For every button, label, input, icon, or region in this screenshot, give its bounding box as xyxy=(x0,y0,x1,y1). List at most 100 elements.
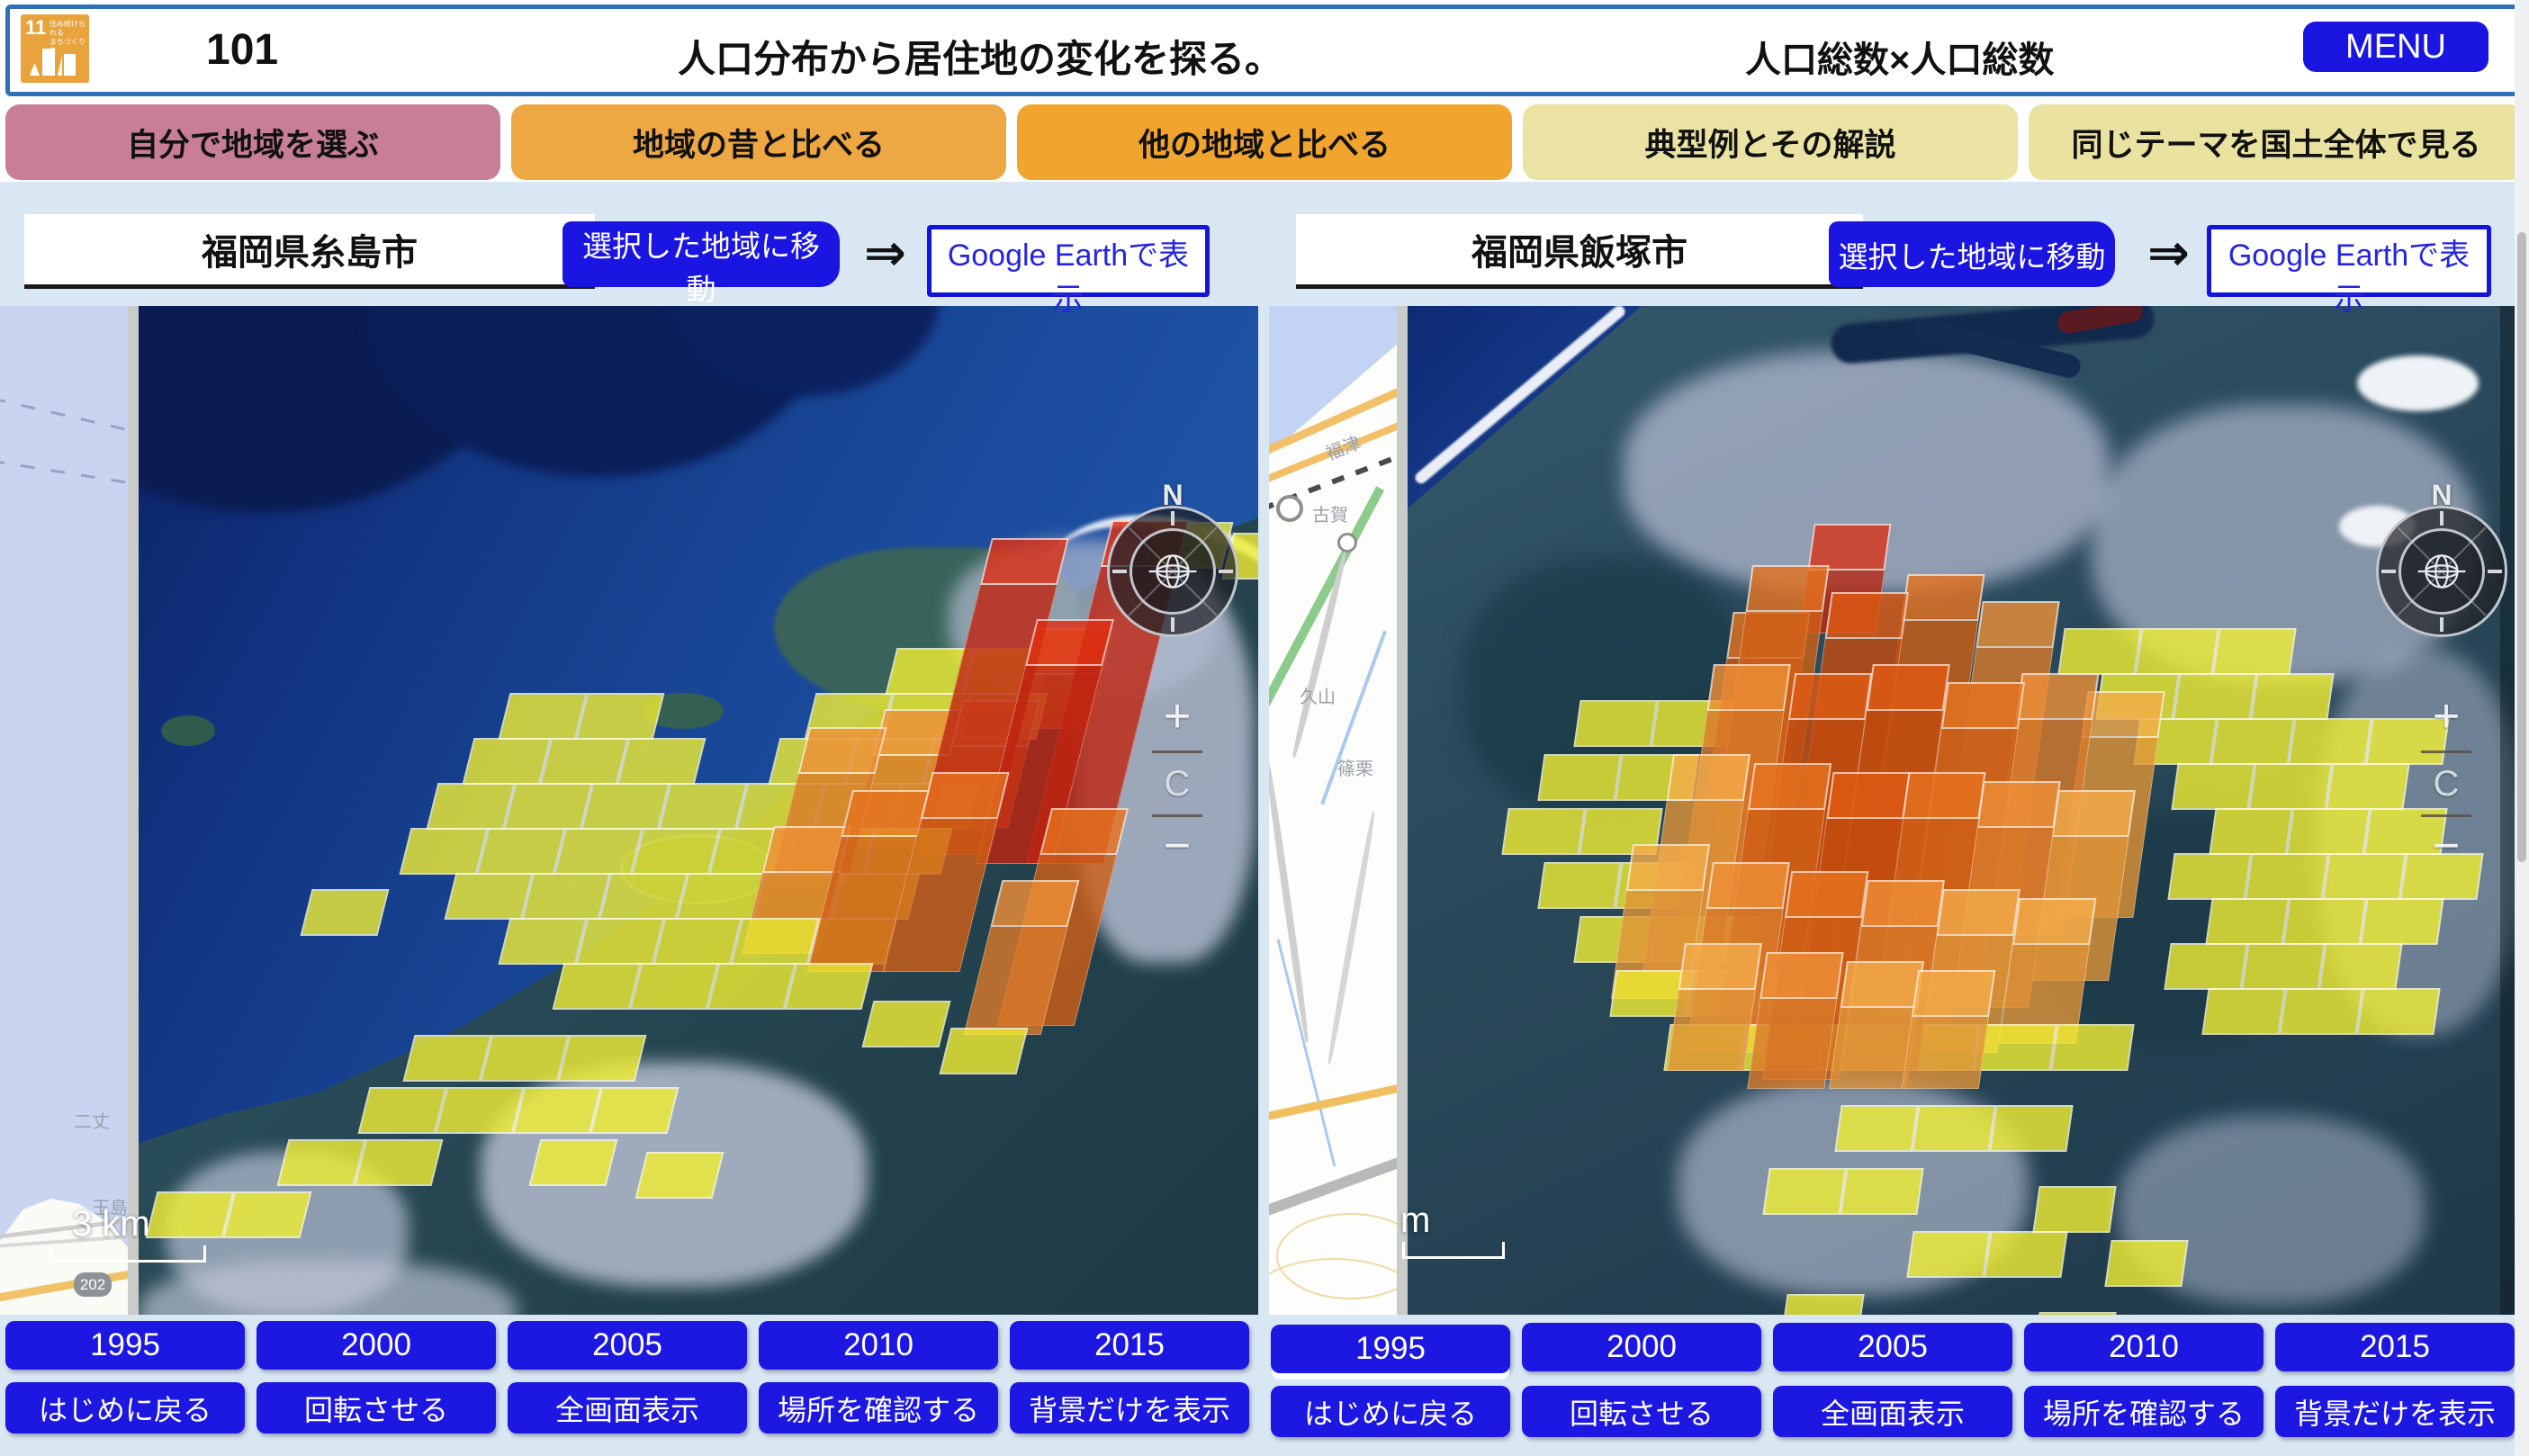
menu-button[interactable]: MENU xyxy=(2303,22,2488,72)
move-to-region-button-left[interactable]: 選択した地域に移動 xyxy=(562,221,840,306)
population-column xyxy=(557,1035,647,1082)
rotate-button-left[interactable]: 回転させる xyxy=(256,1382,496,1434)
year-button-2010-right[interactable]: 2010 xyxy=(2024,1323,2264,1371)
google-earth-button-left[interactable]: Google Earthで表示 xyxy=(927,225,1210,317)
check-location-button-right[interactable]: 場所を確認する xyxy=(2024,1386,2264,1437)
sdg11-number: 11 xyxy=(25,16,47,39)
tab-compare-past[interactable]: 地域の昔と比べる xyxy=(511,104,1006,180)
arrow-right-icon: ⇒ xyxy=(864,224,906,281)
basemap-label: 篠栗 xyxy=(1337,759,1373,779)
rotate-button-right[interactable]: 回転させる xyxy=(1522,1386,1761,1437)
check-location-button-left[interactable]: 場所を確認する xyxy=(759,1382,998,1434)
map-3d-view-right[interactable]: N + xyxy=(1408,306,2515,1315)
page-scrollbar[interactable] xyxy=(2515,0,2529,1456)
zoom-in-button[interactable]: + xyxy=(1163,690,1192,742)
map-panel-left: 二丈 玉島 202 N xyxy=(0,306,1258,1315)
population-column xyxy=(1573,700,1658,747)
basemap-strip-left[interactable]: 二丈 玉島 202 xyxy=(0,306,128,1315)
tab-typical-examples[interactable]: 典型例とその解説 xyxy=(1523,104,2018,180)
tab-compare-other-region[interactable]: 他の地域と比べる xyxy=(1017,104,1512,180)
ferry-route-line xyxy=(0,459,128,489)
scale-bar-label: m xyxy=(1400,1200,1431,1240)
tab-nationwide-view[interactable]: 同じテーマを国土全体で見る xyxy=(2029,104,2524,180)
population-column xyxy=(784,963,874,1010)
zoom-out-button[interactable]: − xyxy=(1163,820,1192,872)
scale-bar-label: 3 km xyxy=(72,1204,150,1244)
year-button-1995-left[interactable]: 1995 xyxy=(5,1321,245,1370)
fullscreen-button-left[interactable]: 全画面表示 xyxy=(508,1382,747,1434)
population-column xyxy=(539,738,629,785)
population-column xyxy=(357,1087,447,1134)
population-column xyxy=(2322,853,2407,900)
fullscreen-button-right[interactable]: 全画面表示 xyxy=(1773,1386,2012,1437)
population-column xyxy=(1762,1168,1847,1215)
basemap-label: 玉島 xyxy=(92,1199,128,1218)
zoom-out-button[interactable]: − xyxy=(2432,820,2461,872)
population-column xyxy=(2212,628,2297,675)
population-column xyxy=(861,1001,951,1047)
compass-ring[interactable] xyxy=(1107,506,1238,637)
population-column xyxy=(476,828,566,875)
basemap-strip-right[interactable]: 福津 古賀 久山 篠栗 xyxy=(1269,306,1397,1315)
zoom-reset-button[interactable]: C xyxy=(2433,764,2460,804)
population-column xyxy=(629,963,719,1010)
population-column xyxy=(2164,943,2248,990)
region-input-left[interactable]: 福岡県糸島市 xyxy=(24,214,595,289)
compass-control[interactable]: N xyxy=(2374,479,2509,641)
population-column xyxy=(2326,763,2410,810)
region-input-right[interactable]: 福岡県飯塚市 xyxy=(1296,214,1863,289)
population-column xyxy=(2248,763,2333,810)
population-column xyxy=(1901,970,1996,1089)
population-column xyxy=(2288,718,2372,765)
reset-view-button-right[interactable]: はじめに戻る xyxy=(1271,1386,1510,1437)
population-column xyxy=(222,1191,312,1238)
population-column xyxy=(552,963,642,1010)
population-column xyxy=(616,738,706,785)
background-only-button-right[interactable]: 背景だけを表示 xyxy=(2275,1386,2515,1437)
population-column xyxy=(354,1139,444,1186)
population-column xyxy=(1984,1231,2068,1278)
year-button-2010-left[interactable]: 2010 xyxy=(759,1321,998,1370)
background-only-button-left[interactable]: 背景だけを表示 xyxy=(1010,1382,1249,1434)
move-to-region-button-right[interactable]: 選択した地域に移動 xyxy=(1829,221,2115,287)
scale-bar xyxy=(1402,1242,1505,1259)
theme-label: 人口総数×人口総数 xyxy=(1745,40,2055,80)
population-column xyxy=(730,918,820,965)
year-button-2000-left[interactable]: 2000 xyxy=(256,1321,496,1370)
population-column xyxy=(1989,1105,2074,1152)
reset-view-button-left[interactable]: はじめに戻る xyxy=(5,1382,245,1434)
compass-ring[interactable] xyxy=(2376,506,2507,637)
population-column xyxy=(631,828,721,875)
compass-control[interactable]: N xyxy=(1105,479,1240,641)
population-column xyxy=(580,783,670,830)
population-column xyxy=(444,873,534,920)
year-button-2000-right[interactable]: 2000 xyxy=(1522,1323,1761,1371)
population-column xyxy=(1834,1105,1919,1152)
year-button-1995-right[interactable]: 1995 xyxy=(1271,1325,1510,1373)
year-button-2005-right[interactable]: 2005 xyxy=(1773,1323,2012,1371)
scrollbar-thumb[interactable] xyxy=(2517,232,2526,862)
compass-north-label: N xyxy=(2431,479,2452,511)
year-button-2005-left[interactable]: 2005 xyxy=(508,1321,747,1370)
population-column xyxy=(498,693,588,740)
year-button-2015-left[interactable]: 2015 xyxy=(1010,1321,1249,1370)
zoom-in-button[interactable]: + xyxy=(2432,690,2461,742)
population-column xyxy=(2205,898,2290,945)
road-line xyxy=(1326,811,1377,1065)
buildings-icon xyxy=(30,63,40,76)
google-earth-button-right[interactable]: Google Earthで表示 xyxy=(2207,225,2491,317)
map-3d-view-left[interactable]: N + xyxy=(139,306,1258,1315)
population-column xyxy=(634,1152,724,1199)
population-column xyxy=(462,738,552,785)
sdg11-badge: 11 住み続けられる まちづくりを xyxy=(21,14,89,83)
sea-corner xyxy=(1408,306,1642,508)
edge-shadow xyxy=(2500,306,2515,1315)
contour-line xyxy=(1269,1258,1397,1315)
year-button-2015-right[interactable]: 2015 xyxy=(2275,1323,2515,1371)
population-column xyxy=(2032,1186,2117,1233)
tab-select-region[interactable]: 自分で地域を選ぶ xyxy=(5,104,500,180)
population-column xyxy=(2032,1312,2117,1315)
population-column xyxy=(1537,754,1622,801)
zoom-reset-button[interactable]: C xyxy=(1164,764,1191,804)
